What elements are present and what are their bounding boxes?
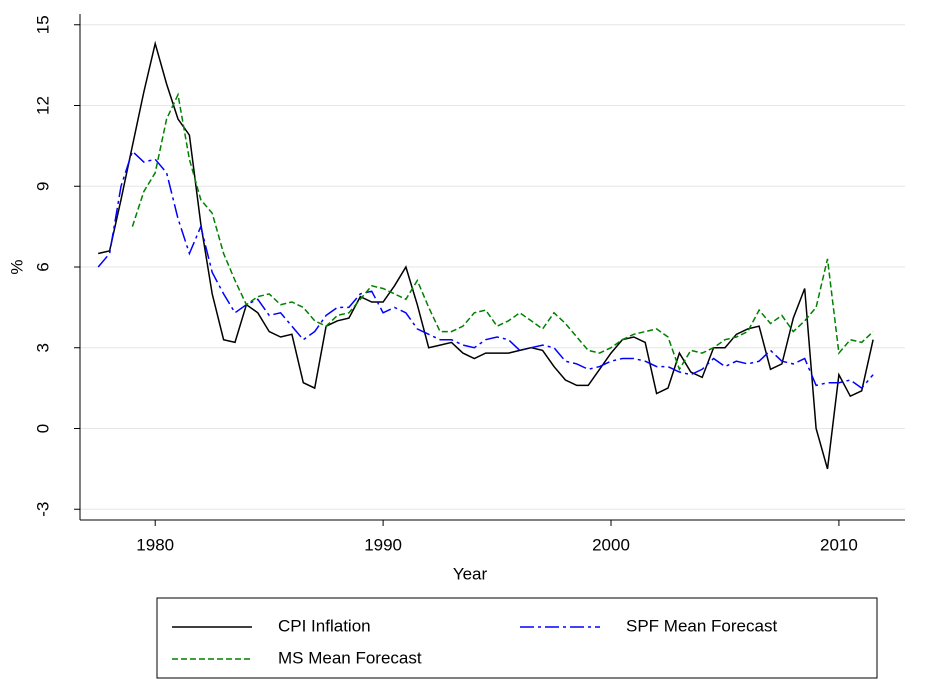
series-line [131,92,874,372]
series-line [98,40,874,470]
x-tick-label: 2010 [820,535,858,554]
x-tick-label: 1980 [136,535,174,554]
legend-label: SPF Mean Forecast [626,616,777,635]
y-axis-label: % [7,259,26,274]
y-tick-label: 6 [33,262,52,271]
y-tick-label: -3 [33,502,52,517]
y-tick-label: 9 [33,182,52,191]
x-tick-label: 1990 [364,535,402,554]
legend-box [156,597,878,679]
y-tick-label: 3 [33,343,52,352]
legend-label: CPI Inflation [278,616,371,635]
series-line [97,149,874,390]
y-tick-label: 12 [33,96,52,115]
y-tick-label: 0 [33,424,52,433]
x-tick-label: 2000 [592,535,630,554]
x-axis-label: Year [453,564,488,583]
legend-label: MS Mean Forecast [278,648,422,667]
y-tick-label: 15 [33,15,52,34]
